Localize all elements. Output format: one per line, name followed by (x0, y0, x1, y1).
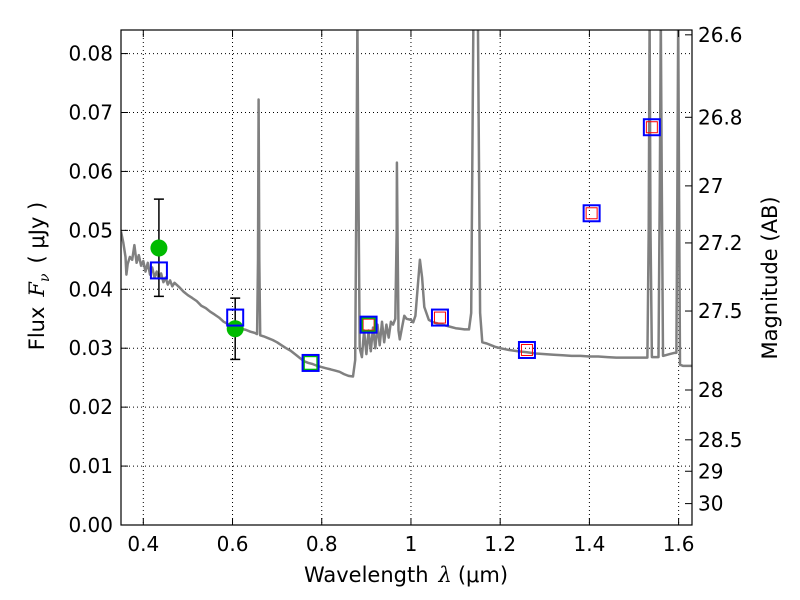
x-tick-label: 1.4 (573, 532, 605, 556)
mag-tick-label: 29 (698, 459, 723, 483)
observed-square (520, 343, 533, 356)
x-axis-label-prefix: Wavelength (304, 563, 429, 587)
y-tick-label: 0.06 (68, 159, 113, 183)
y-axis-label-subscript: ν (37, 273, 53, 282)
x-axis-label-unit: (μm) (458, 563, 508, 587)
model-spectrum-line (121, 30, 692, 378)
mag-tick-label: 27.5 (698, 299, 743, 323)
y-tick-label: 0.04 (68, 277, 113, 301)
observed-square (433, 311, 446, 324)
model-photometry-square (430, 308, 449, 327)
axes: 0.4 0.6 0.8 1 1.2 1.4 1.6 0.00 0.01 0.02 0.03 0.04 0… (68, 23, 742, 556)
y-tick-label: 0.07 (68, 101, 113, 125)
y-axis-label-prefix: Flux (25, 307, 49, 351)
observed-square (585, 207, 598, 220)
observed-point (150, 239, 168, 257)
x-tick-label: 1.6 (663, 532, 695, 556)
x-tick-label: 0.6 (217, 532, 249, 556)
mag-tick-label: 28.5 (698, 428, 743, 452)
y-tick-label: 0.08 (68, 42, 113, 66)
plot-frame (120, 29, 693, 526)
grid (121, 30, 692, 526)
y-tick-label: 0.02 (68, 395, 113, 419)
mag-tick-label: 30 (698, 492, 723, 516)
mag-tick-label: 26.8 (698, 105, 743, 129)
observed-point (226, 320, 244, 338)
y-axis-label: Flux Fν ( μJy ) (25, 202, 53, 350)
mag-tick-label: 27 (698, 174, 723, 198)
x-tick-label: 1 (405, 532, 418, 556)
observed-square-green (361, 317, 376, 332)
model-photometry-square (582, 204, 601, 223)
x-tick-label: 0.4 (127, 532, 159, 556)
model-photometry-square (642, 118, 661, 137)
observed-square (645, 121, 658, 134)
x-axis-label: Wavelength λ (μm) (304, 563, 508, 587)
right-axis-label: Magnitude (AB) (758, 196, 782, 359)
y-axis-label-symbol: F (25, 281, 49, 298)
x-axis-label-symbol: λ (438, 563, 452, 587)
model-photometry-square (301, 353, 320, 372)
y-tick-label: 0.05 (68, 218, 113, 242)
plot-area (121, 30, 692, 378)
x-tick-label: 0.8 (306, 532, 338, 556)
x-tick-label: 1.2 (484, 532, 516, 556)
observed-square-green (303, 355, 318, 371)
y-tick-label: 0.01 (68, 454, 113, 478)
y-axis-label-unit: ( μJy ) (25, 202, 49, 264)
model-photometry-square (517, 340, 536, 359)
model-photometry-square (226, 308, 245, 327)
mag-tick-label: 28 (698, 378, 723, 402)
model-photometry-square (149, 261, 168, 280)
observed-square (362, 318, 375, 331)
model-photometry-square (359, 315, 378, 334)
y-tick-label: 0.00 (68, 513, 113, 537)
y-tick-label: 0.03 (68, 336, 113, 360)
mag-tick-label: 27.2 (698, 231, 743, 255)
mag-tick-label: 26.6 (698, 23, 743, 47)
